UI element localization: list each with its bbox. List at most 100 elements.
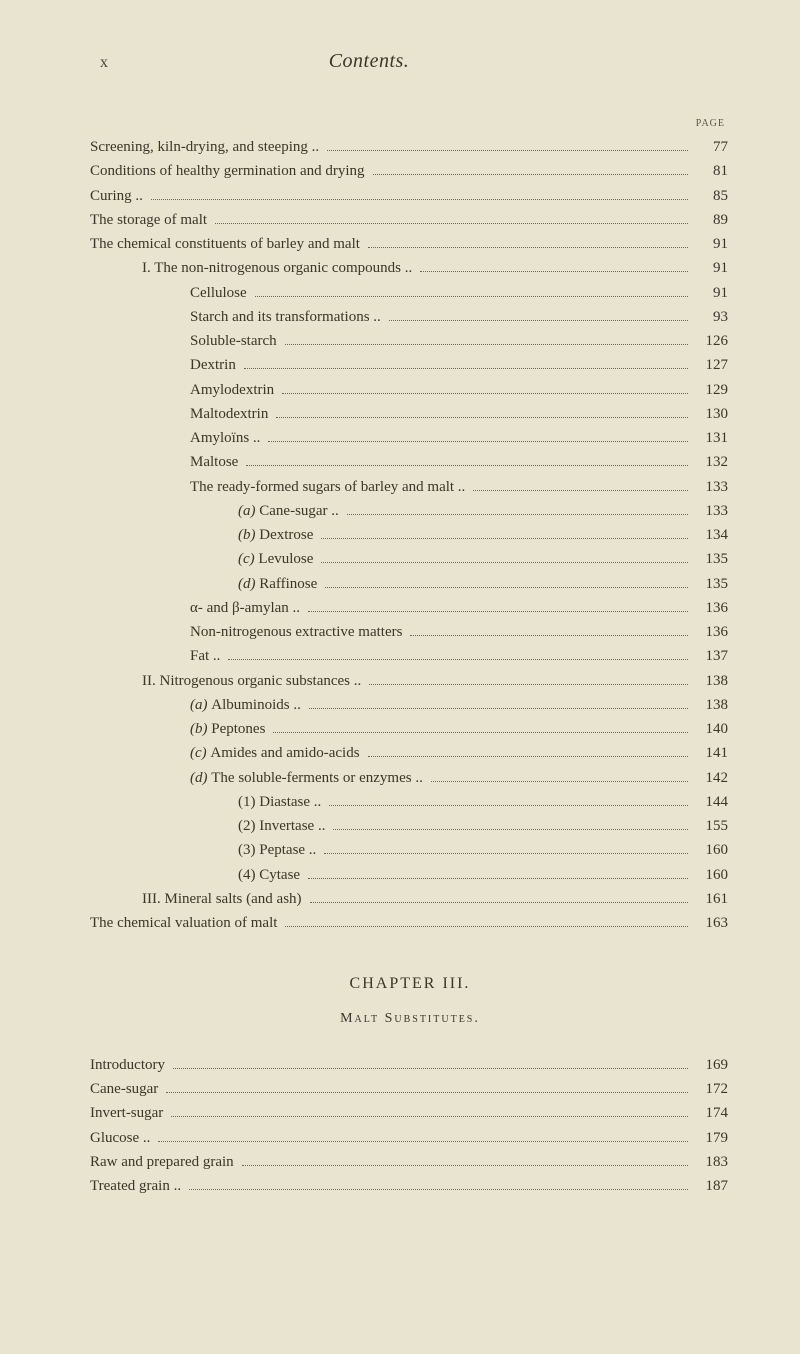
toc-entry-text: (c) Levulose bbox=[238, 549, 313, 571]
toc-row: III. Mineral salts (and ash) 161 bbox=[90, 889, 730, 911]
toc-page-number: 134 bbox=[696, 525, 728, 547]
toc-entry-text: Treated grain .. bbox=[90, 1176, 181, 1198]
toc-leader-dots bbox=[189, 1189, 688, 1190]
toc-leader-dots bbox=[473, 490, 688, 491]
toc-entry-text: α- and β-amylan .. bbox=[190, 598, 300, 620]
toc-page-number: 138 bbox=[696, 695, 728, 717]
toc-entry-text: Conditions of healthy germination and dr… bbox=[90, 161, 365, 183]
toc-page-number: 187 bbox=[696, 1176, 728, 1198]
toc-page-number: 77 bbox=[696, 137, 728, 159]
toc-entry-text: II. Nitrogenous organic substances .. bbox=[142, 671, 361, 693]
toc-page-number: 160 bbox=[696, 865, 728, 887]
toc-leader-dots bbox=[268, 441, 688, 442]
page-title: Contents. bbox=[329, 50, 410, 73]
toc-leader-dots bbox=[244, 368, 688, 369]
toc-leader-dots bbox=[151, 199, 688, 200]
toc-leader-dots bbox=[347, 514, 688, 515]
toc-row: Non-nitrogenous extractive matters 136 bbox=[90, 622, 730, 644]
toc-entry-text: (1) Diastase .. bbox=[238, 792, 321, 814]
toc-leader-dots bbox=[321, 538, 688, 539]
toc-leader-dots bbox=[166, 1092, 688, 1093]
toc-entry-text: (c) Amides and amido-acids bbox=[190, 743, 360, 765]
toc-row: (b) Peptones 140 bbox=[90, 719, 730, 741]
toc-row: Invert-sugar174 bbox=[90, 1103, 730, 1125]
toc-page-number: 135 bbox=[696, 574, 728, 596]
toc-entry-text: (2) Invertase .. bbox=[238, 816, 325, 838]
toc-entry-text: (d) The soluble-ferments or enzymes .. bbox=[190, 768, 423, 790]
toc-leader-dots bbox=[158, 1141, 688, 1142]
toc-leader-dots bbox=[329, 805, 688, 806]
table-of-contents-chapter3: Introductory169Cane-sugar172Invert-sugar… bbox=[90, 1055, 730, 1198]
toc-page-number: 161 bbox=[696, 889, 728, 911]
toc-row: Conditions of healthy germination and dr… bbox=[90, 161, 730, 183]
toc-page-number: 93 bbox=[696, 307, 728, 329]
toc-entry-text: Soluble-starch bbox=[190, 331, 277, 353]
toc-page-number: 163 bbox=[696, 913, 728, 935]
toc-page-number: 160 bbox=[696, 840, 728, 862]
toc-entry-text: Glucose .. bbox=[90, 1128, 150, 1150]
toc-row: (2) Invertase ..155 bbox=[90, 816, 730, 838]
toc-entry-text: Maltose bbox=[190, 452, 238, 474]
toc-page-number: 144 bbox=[696, 792, 728, 814]
toc-row: Cellulose91 bbox=[90, 283, 730, 305]
toc-entry-text: (b) Peptones bbox=[190, 719, 265, 741]
toc-leader-dots bbox=[308, 611, 688, 612]
toc-entry-text: I. The non-nitrogenous organic compounds… bbox=[142, 258, 412, 280]
toc-leader-dots bbox=[324, 853, 688, 854]
toc-page-number: 135 bbox=[696, 549, 728, 571]
toc-row: Curing .. 85 bbox=[90, 186, 730, 208]
toc-row: (c) Amides and amido-acids141 bbox=[90, 743, 730, 765]
toc-row: I. The non-nitrogenous organic compounds… bbox=[90, 258, 730, 280]
chapter-subheading: Malt Substitutes. bbox=[90, 1011, 730, 1027]
toc-page-number: 133 bbox=[696, 501, 728, 523]
toc-leader-dots bbox=[285, 344, 688, 345]
toc-leader-dots bbox=[246, 465, 688, 466]
toc-row: II. Nitrogenous organic substances .. 138 bbox=[90, 671, 730, 693]
toc-row: Glucose ..179 bbox=[90, 1128, 730, 1150]
toc-leader-dots bbox=[242, 1165, 688, 1166]
toc-entry-text: Raw and prepared grain bbox=[90, 1152, 234, 1174]
toc-row: (d) Raffinose 135 bbox=[90, 574, 730, 596]
toc-page-number: 129 bbox=[696, 380, 728, 402]
toc-entry-text: (d) Raffinose bbox=[238, 574, 317, 596]
page-roman-numeral: x bbox=[100, 54, 108, 72]
toc-leader-dots bbox=[276, 417, 688, 418]
toc-row: (a) Albuminoids ..138 bbox=[90, 695, 730, 717]
toc-page-number: 91 bbox=[696, 234, 728, 256]
toc-leader-dots bbox=[333, 829, 688, 830]
toc-row: The chemical constituents of barley and … bbox=[90, 234, 730, 256]
toc-row: The chemical valuation of malt 163 bbox=[90, 913, 730, 935]
toc-page-number: 127 bbox=[696, 355, 728, 377]
toc-leader-dots bbox=[215, 223, 688, 224]
toc-entry-text: (b) Dextrose bbox=[238, 525, 313, 547]
toc-entry-text: The chemical valuation of malt bbox=[90, 913, 277, 935]
toc-row: (4) Cytase160 bbox=[90, 865, 730, 887]
page-column-label: PAGE bbox=[90, 118, 730, 129]
toc-page-number: 140 bbox=[696, 719, 728, 741]
toc-page-number: 85 bbox=[696, 186, 728, 208]
toc-leader-dots bbox=[171, 1116, 688, 1117]
toc-row: (a) Cane-sugar .. 133 bbox=[90, 501, 730, 523]
toc-page-number: 136 bbox=[696, 622, 728, 644]
toc-entry-text: Non-nitrogenous extractive matters bbox=[190, 622, 402, 644]
page-header: x Contents. bbox=[90, 50, 730, 73]
toc-leader-dots bbox=[255, 296, 688, 297]
toc-row: (b) Dextrose 134 bbox=[90, 525, 730, 547]
toc-page-number: 169 bbox=[696, 1055, 728, 1077]
toc-entry-text: (a) Cane-sugar .. bbox=[238, 501, 339, 523]
toc-leader-dots bbox=[228, 659, 688, 660]
toc-page-number: 130 bbox=[696, 404, 728, 426]
toc-row: Raw and prepared grain183 bbox=[90, 1152, 730, 1174]
toc-entry-text: III. Mineral salts (and ash) bbox=[142, 889, 302, 911]
toc-page-number: 138 bbox=[696, 671, 728, 693]
toc-entry-text: Starch and its transformations .. bbox=[190, 307, 381, 329]
toc-page-number: 132 bbox=[696, 452, 728, 474]
toc-entry-text: Cellulose bbox=[190, 283, 247, 305]
toc-page-number: 133 bbox=[696, 477, 728, 499]
toc-leader-dots bbox=[325, 587, 688, 588]
toc-leader-dots bbox=[285, 926, 688, 927]
toc-row: (1) Diastase .. 144 bbox=[90, 792, 730, 814]
toc-entry-text: Curing .. bbox=[90, 186, 143, 208]
toc-leader-dots bbox=[282, 393, 688, 394]
toc-row: Fat ..137 bbox=[90, 646, 730, 668]
